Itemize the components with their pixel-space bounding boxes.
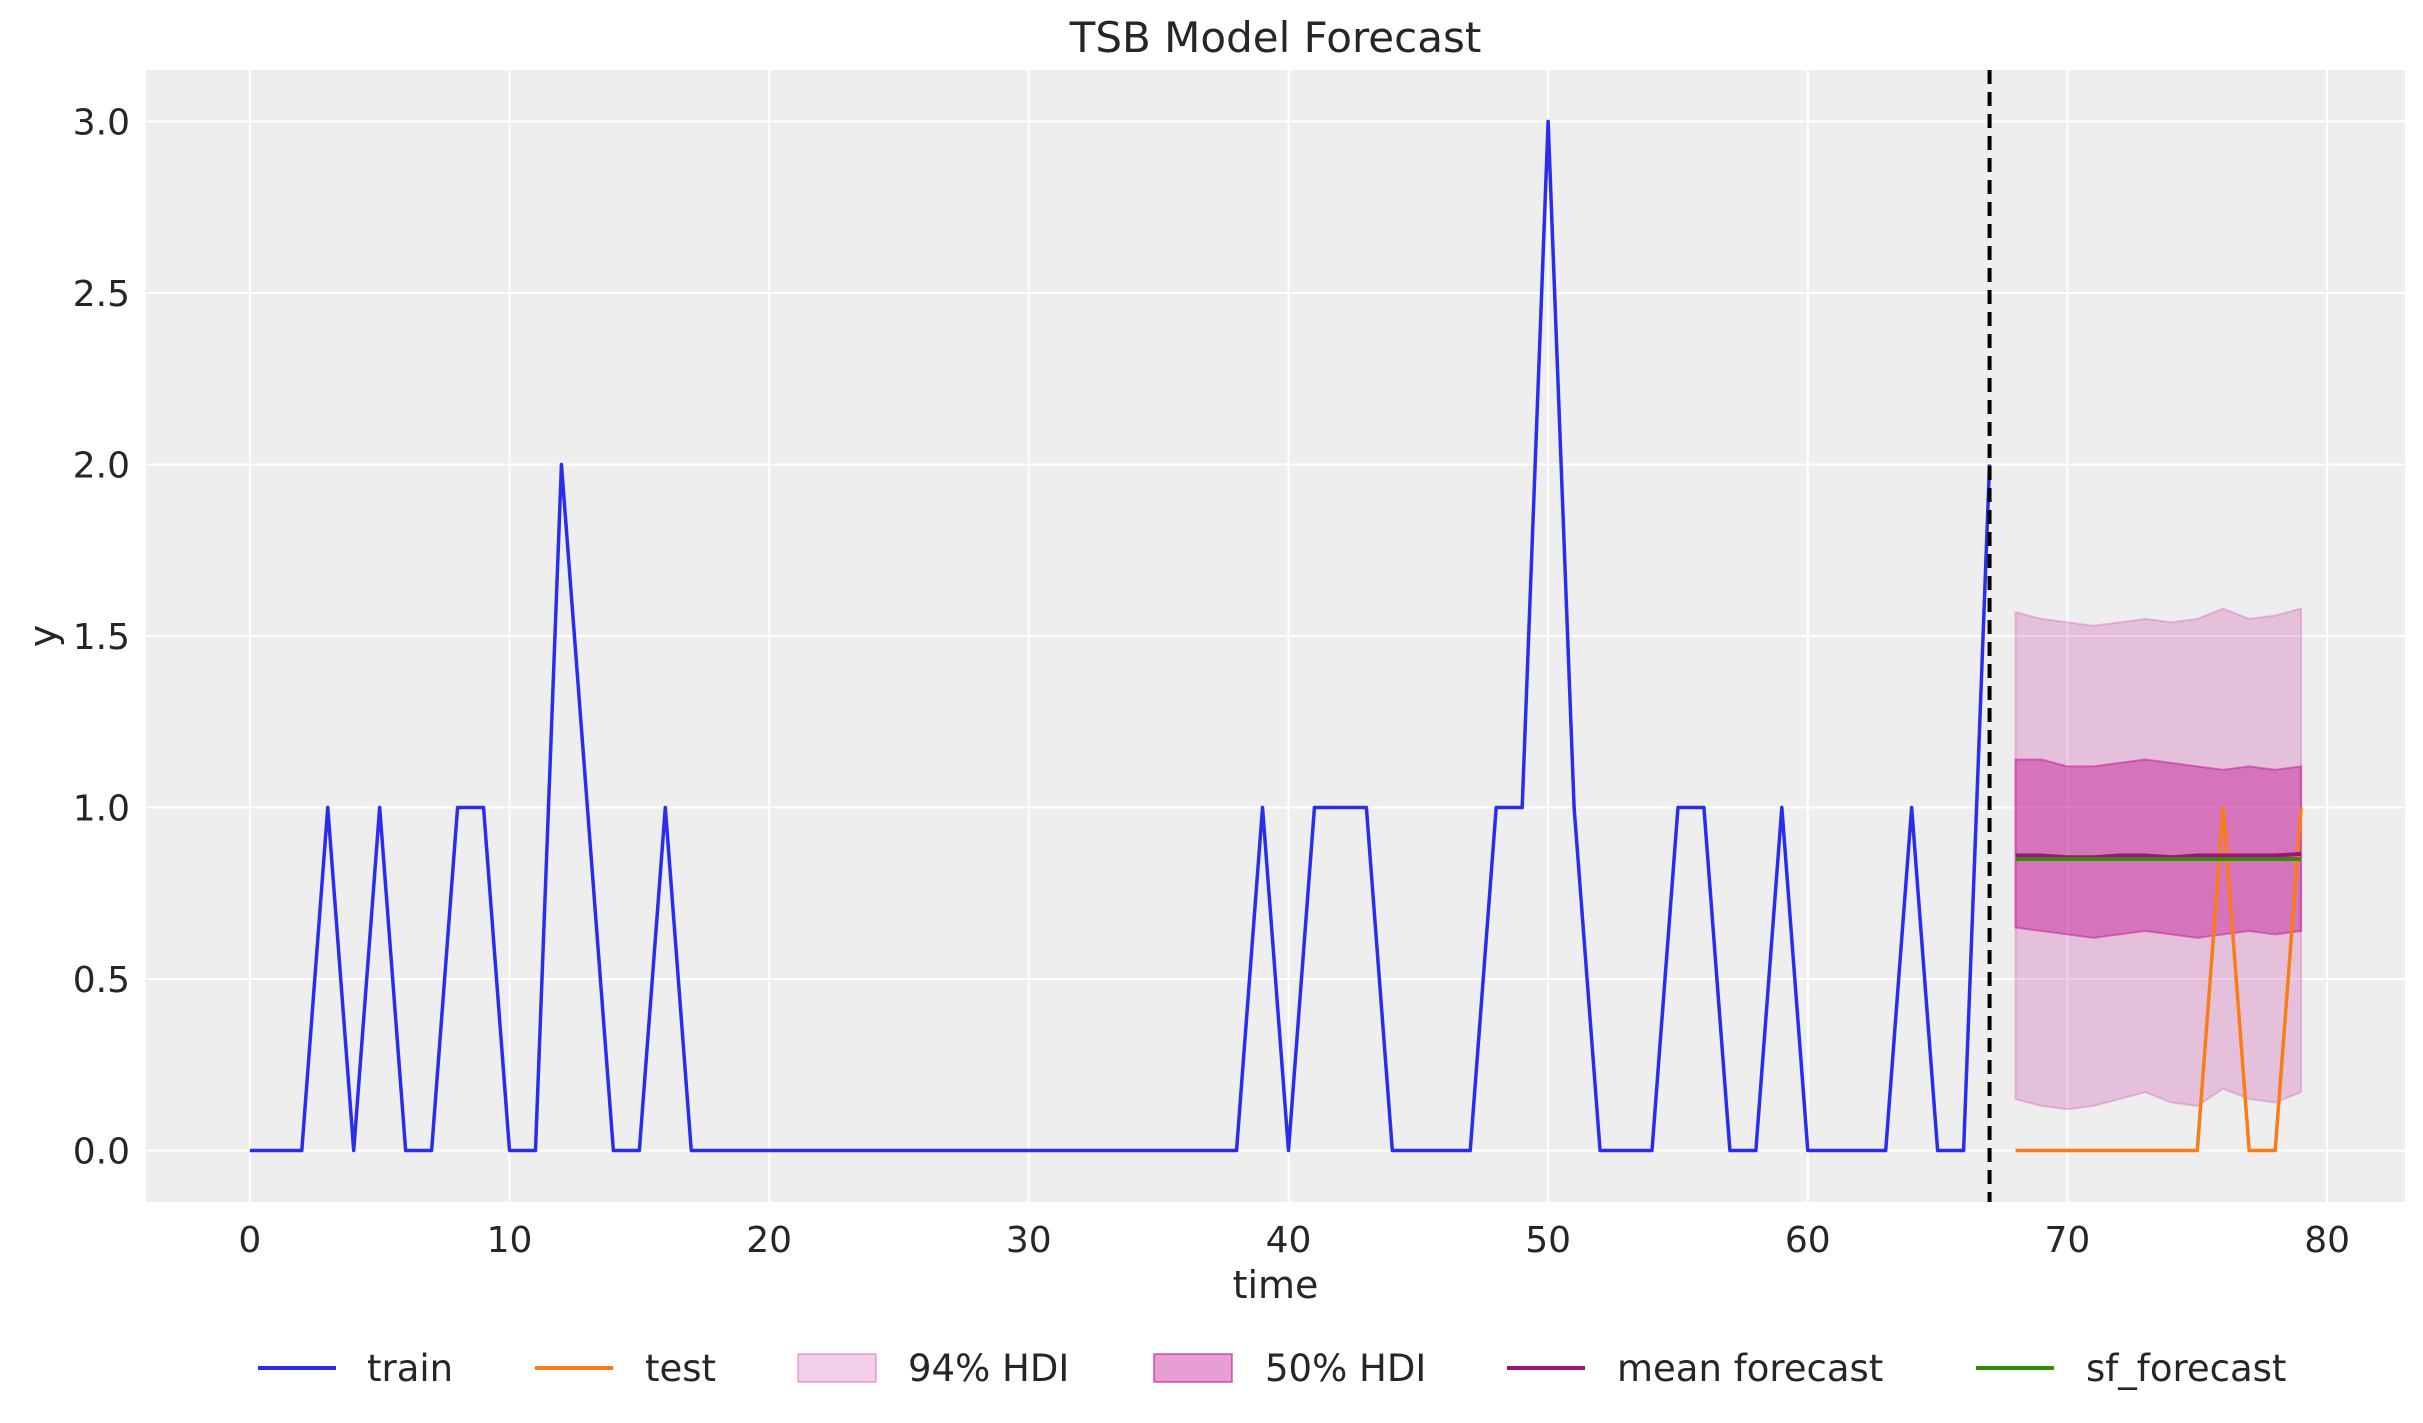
- x-tick-label: 0: [238, 1220, 261, 1261]
- x-tick-label: 80: [2304, 1220, 2350, 1261]
- y-tick-label: 0.5: [73, 960, 130, 1001]
- y-axis-label: y: [21, 625, 65, 648]
- chart-title: TSB Model Forecast: [1069, 13, 1482, 62]
- x-tick-label: 30: [1006, 1220, 1052, 1261]
- y-tick-label: 1.5: [73, 617, 130, 658]
- x-tick-label: 40: [1266, 1220, 1312, 1261]
- y-tick-label: 2.0: [73, 445, 130, 486]
- legend-label-mean-forecast: mean forecast: [1617, 1347, 1883, 1390]
- y-tick-label: 3.0: [73, 102, 130, 143]
- series-lines: [249, 119, 2303, 1153]
- x-tick-label: 70: [2045, 1220, 2091, 1261]
- x-tick-label: 10: [487, 1220, 533, 1261]
- x-tick-label: 50: [1525, 1220, 1571, 1261]
- legend-label-50-hdi: 50% HDI: [1265, 1347, 1426, 1390]
- legend-label-train: train: [367, 1347, 453, 1390]
- y-tick-label: 2.5: [73, 274, 130, 315]
- legend-label-94-hdi: 94% HDI: [908, 1347, 1069, 1390]
- y-tick-label: 1.0: [73, 789, 130, 830]
- y-tick-labels: 0.0 0.5 1.0 1.5 2.0 2.5 3.0: [73, 102, 130, 1172]
- legend-label-test: test: [645, 1347, 716, 1390]
- x-tick-label: 20: [746, 1220, 792, 1261]
- x-tick-label: 60: [1785, 1220, 1831, 1261]
- x-axis-label: time: [1233, 1263, 1319, 1307]
- y-tick-label: 0.0: [73, 1132, 130, 1173]
- hdi-50-band: [2014, 758, 2303, 939]
- legend: train test 94% HDI 50% HDI mean forecast…: [258, 1347, 2286, 1390]
- legend-swatch-94-hdi: [797, 1353, 877, 1383]
- mean-forecast-line: [2015, 851, 2302, 860]
- x-tick-labels: 0 10 20 30 40 50 60 70 80: [238, 1220, 2350, 1261]
- legend-swatch-50-hdi: [1153, 1353, 1233, 1383]
- train-line: [249, 119, 1992, 1153]
- test-line: [2015, 805, 2303, 1153]
- legend-label-sf-forecast: sf_forecast: [2086, 1347, 2286, 1390]
